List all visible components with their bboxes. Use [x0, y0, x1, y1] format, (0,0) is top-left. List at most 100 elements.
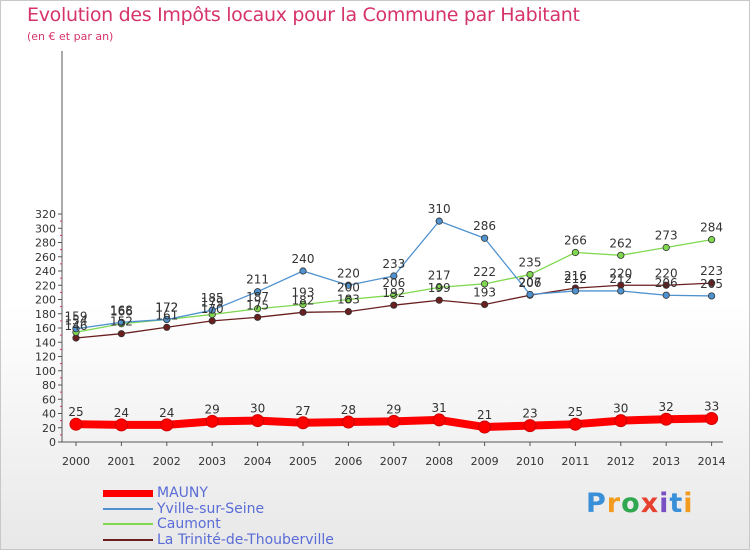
data-label-la-trinit-de-thouberville: 152: [110, 315, 133, 329]
legend-swatch-yville: [103, 508, 153, 510]
legend-swatch-trinite: [103, 539, 153, 541]
data-point-la-trinit-de-thouberville: [707, 279, 716, 287]
data-point-caumont: [617, 251, 625, 259]
y-tick-label: 240: [35, 265, 56, 278]
data-label-yville-sur-seine: 172: [155, 300, 178, 314]
data-label-la-trinit-de-thouberville: 146: [65, 319, 88, 333]
data-label-mauny: 29: [386, 402, 401, 416]
data-point-la-trinit-de-thouberville: [390, 301, 398, 309]
x-tick-label: 2001: [107, 455, 135, 468]
data-point-caumont: [254, 305, 262, 313]
data-label-yville-sur-seine: 212: [609, 272, 632, 286]
data-label-mauny: 25: [568, 405, 583, 419]
data-label-caumont: 179: [201, 295, 224, 309]
x-tick-label: 2013: [652, 455, 680, 468]
data-label-mauny: 33: [704, 399, 719, 413]
data-point-yville-sur-seine: [707, 292, 716, 300]
data-label-mauny: 28: [341, 403, 356, 417]
data-label-caumont: 187: [246, 290, 269, 304]
y-tick-label: 280: [35, 237, 56, 250]
data-label-la-trinit-de-thouberville: 220: [655, 266, 678, 280]
data-point-caumont: [435, 283, 443, 291]
data-label-caumont: 284: [700, 221, 723, 235]
x-tick-label: 2006: [334, 455, 362, 468]
data-label-caumont: 266: [564, 233, 587, 247]
data-point-mauny: [614, 414, 628, 428]
legend-item-caumont: Caumont: [103, 516, 221, 532]
data-point-yville-sur-seine: [480, 234, 489, 242]
x-tick-label: 2003: [198, 455, 226, 468]
y-tick-label: 200: [35, 294, 56, 307]
x-tick-label: 2010: [516, 455, 544, 468]
data-label-caumont: 217: [428, 268, 451, 282]
data-label-la-trinit-de-thouberville: 161: [155, 308, 178, 322]
data-point-mauny: [523, 419, 537, 433]
data-label-mauny: 23: [522, 407, 537, 421]
data-point-mauny: [568, 417, 582, 431]
data-label-yville-sur-seine: 211: [246, 273, 269, 287]
data-label-caumont: 273: [655, 228, 678, 242]
data-label-yville-sur-seine: 207: [519, 276, 542, 290]
data-point-mauny: [205, 414, 219, 428]
x-tick-label: 2005: [289, 455, 317, 468]
data-label-yville-sur-seine: 233: [382, 257, 405, 271]
data-label-yville-sur-seine: 212: [564, 272, 587, 286]
data-label-mauny: 32: [659, 400, 674, 414]
y-tick-label: 20: [42, 422, 56, 435]
data-label-yville-sur-seine: 185: [201, 291, 224, 305]
data-point-yville-sur-seine: [117, 318, 126, 326]
legend-label-trinite: La Trinité-de-Thouberville: [157, 532, 334, 548]
data-label-la-trinit-de-thouberville: 192: [382, 286, 405, 300]
data-label-mauny: 27: [295, 404, 310, 418]
data-label-caumont: 193: [292, 285, 315, 299]
chart-title: Evolution des Impôts locaux pour la Comm…: [27, 4, 580, 26]
data-point-yville-sur-seine: [390, 272, 398, 280]
data-label-caumont: 262: [609, 236, 632, 250]
data-point-mauny: [341, 415, 355, 429]
data-label-yville-sur-seine: 159: [65, 310, 88, 324]
data-point-mauny: [160, 418, 174, 432]
logo-letter: o: [621, 488, 641, 519]
data-point-caumont: [390, 291, 398, 299]
y-tick-label: 120: [35, 351, 56, 364]
data-point-yville-sur-seine: [254, 288, 262, 296]
x-tick-label: 2014: [698, 455, 726, 468]
data-label-yville-sur-seine: 205: [700, 277, 723, 291]
logo-letter: t: [669, 488, 684, 519]
y-tick-label: 260: [35, 251, 56, 264]
legend-item-mauny: MAUNY: [103, 485, 208, 501]
data-point-caumont: [526, 270, 534, 279]
data-label-caumont: 235: [519, 256, 542, 270]
data-point-la-trinit-de-thouberville: [208, 317, 216, 325]
data-label-mauny: 29: [205, 402, 220, 416]
y-tick-label: 80: [42, 379, 56, 392]
data-point-caumont: [707, 236, 716, 244]
data-label-mauny: 24: [114, 406, 129, 420]
data-label-mauny: 30: [613, 402, 628, 416]
logo-letter: i: [683, 488, 694, 519]
data-label-la-trinit-de-thouberville: 182: [292, 293, 315, 307]
legend-label-yville: Yville-sur-Seine: [157, 501, 265, 517]
data-point-la-trinit-de-thouberville: [254, 313, 262, 321]
x-tick-label: 2007: [380, 455, 408, 468]
legend-swatch-mauny: [103, 489, 153, 497]
data-point-caumont: [299, 300, 307, 309]
data-label-la-trinit-de-thouberville: 206: [519, 276, 542, 290]
data-point-mauny: [659, 412, 673, 426]
data-point-yville-sur-seine: [526, 290, 534, 299]
data-point-la-trinit-de-thouberville: [344, 308, 352, 316]
data-point-caumont: [571, 248, 580, 257]
data-point-la-trinit-de-thouberville: [662, 281, 670, 289]
data-point-mauny: [296, 416, 310, 430]
data-point-yville-sur-seine: [72, 325, 80, 333]
data-label-mauny: 30: [250, 402, 265, 416]
data-label-la-trinit-de-thouberville: 193: [473, 285, 496, 299]
y-tick-label: 40: [42, 408, 56, 421]
data-point-yville-sur-seine: [299, 267, 307, 275]
y-tick-label: 100: [35, 365, 56, 378]
y-tick-label: 0: [49, 436, 56, 449]
data-label-la-trinit-de-thouberville: 183: [337, 293, 360, 307]
legend-label-mauny: MAUNY: [157, 485, 208, 501]
y-tick-label: 140: [35, 336, 56, 349]
data-label-yville-sur-seine: 240: [292, 252, 315, 266]
